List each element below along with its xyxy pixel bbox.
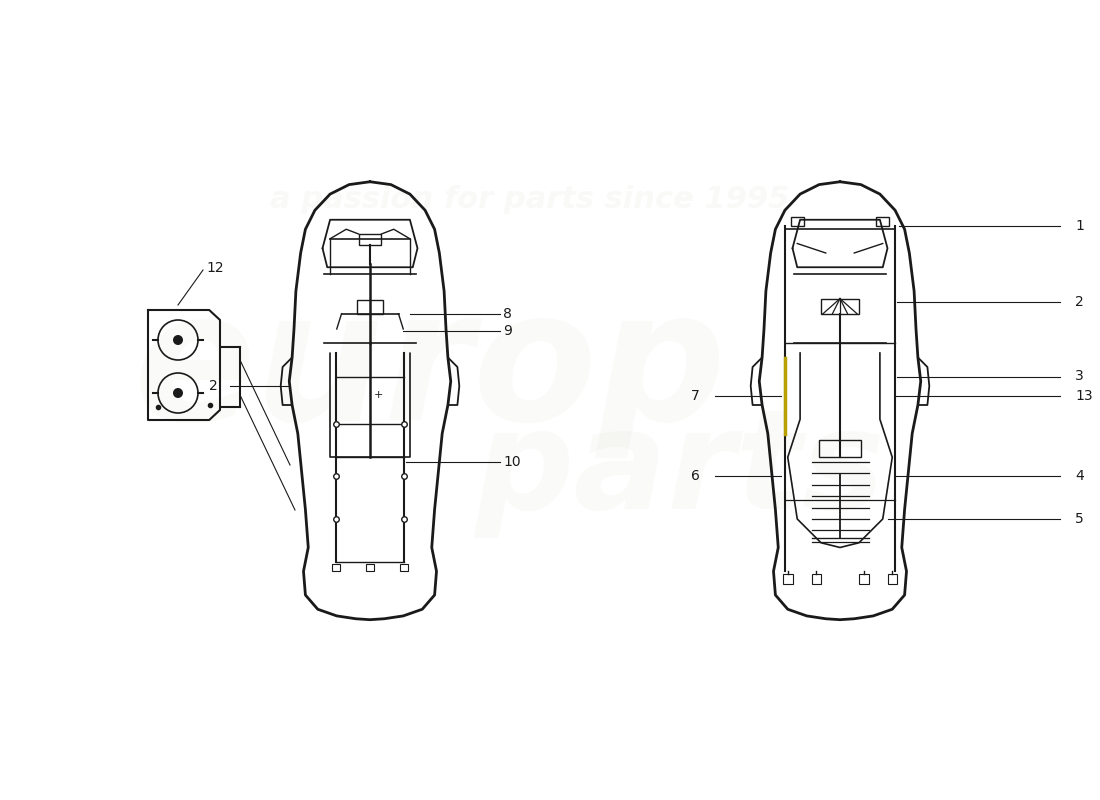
Text: 1: 1: [1075, 219, 1084, 234]
Text: 3: 3: [1075, 370, 1084, 383]
Text: parts: parts: [475, 402, 886, 538]
Circle shape: [173, 388, 183, 398]
Bar: [821, 298, 859, 314]
Text: 7: 7: [691, 389, 700, 402]
Text: 13: 13: [1075, 389, 1092, 402]
Bar: [820, 440, 861, 458]
Text: europ: europ: [133, 282, 727, 458]
Text: 6: 6: [691, 470, 700, 483]
Bar: [359, 234, 382, 246]
Text: 8: 8: [503, 306, 512, 321]
Circle shape: [173, 335, 183, 345]
Bar: [812, 574, 821, 584]
Text: 12: 12: [206, 261, 223, 275]
Text: 2: 2: [1075, 295, 1084, 310]
Bar: [366, 564, 374, 571]
Bar: [332, 564, 340, 571]
Bar: [876, 217, 890, 226]
Text: a passion for parts since 1995: a passion for parts since 1995: [271, 186, 790, 214]
Text: +: +: [374, 390, 383, 401]
Bar: [356, 299, 383, 314]
Bar: [888, 574, 896, 584]
Bar: [783, 574, 792, 584]
Text: 4: 4: [1075, 470, 1084, 483]
Text: 10: 10: [503, 455, 520, 469]
Bar: [859, 574, 869, 584]
Bar: [791, 217, 804, 226]
Text: 2: 2: [209, 379, 218, 393]
Text: 5: 5: [1075, 512, 1084, 526]
Text: 9: 9: [503, 324, 512, 338]
Bar: [400, 564, 408, 571]
